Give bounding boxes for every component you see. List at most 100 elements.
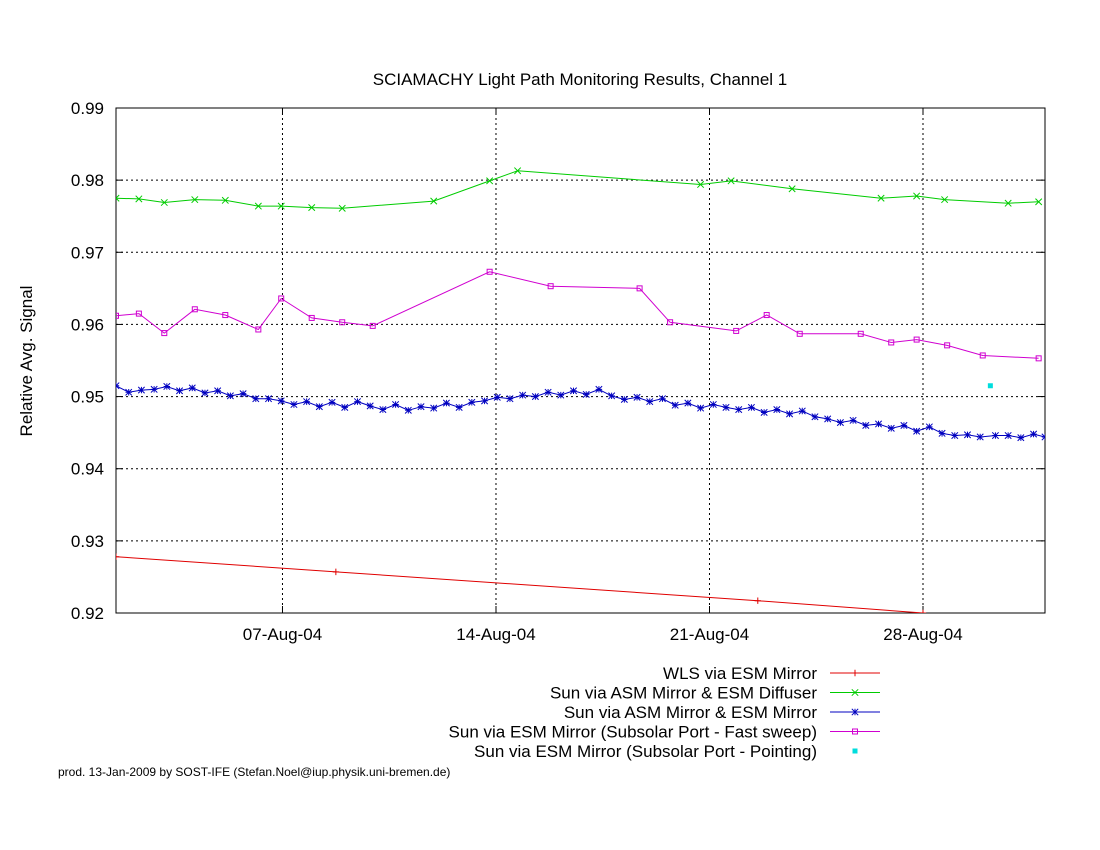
data-point [308, 314, 315, 321]
data-point [1035, 355, 1042, 362]
data-point [760, 408, 768, 416]
data-point [925, 423, 933, 431]
y-tick-label: 0.96 [71, 315, 104, 334]
data-point [796, 330, 803, 337]
data-point [951, 431, 959, 440]
data-point [544, 388, 552, 396]
series-line [116, 556, 924, 613]
data-point [116, 312, 119, 319]
data-point [519, 391, 527, 399]
data-point [264, 395, 273, 403]
data-point [137, 386, 145, 394]
data-point [569, 387, 578, 395]
data-point [919, 609, 927, 613]
data-point [636, 285, 643, 292]
data-point [191, 306, 198, 313]
data-point [849, 416, 857, 424]
y-tick-label: 0.98 [71, 171, 104, 190]
data-point [722, 403, 730, 411]
data-point [392, 400, 400, 409]
x-tick-label: 21-Aug-04 [670, 625, 749, 644]
series-wls-via-esm-mirror [116, 553, 927, 613]
data-point [773, 406, 781, 414]
data-point [1030, 430, 1038, 438]
data-point [455, 403, 463, 411]
data-point [976, 433, 984, 441]
data-point [747, 403, 755, 411]
series-line [116, 271, 1039, 359]
series-line [116, 170, 1039, 209]
data-point [852, 748, 858, 754]
data-point [404, 406, 412, 414]
data-point [430, 197, 438, 205]
plot-frame [115, 107, 1046, 614]
data-point [277, 202, 285, 210]
y-tick-label: 0.94 [71, 460, 104, 479]
legend-label: Sun via ESM Mirror (Subsolar Port - Fast… [449, 723, 817, 742]
data-point [486, 268, 493, 275]
series-group [116, 167, 1045, 613]
data-point [255, 326, 262, 333]
data-point [290, 400, 298, 409]
data-point [646, 398, 654, 406]
data-point [798, 407, 806, 415]
data-point [963, 431, 972, 439]
data-point [874, 420, 883, 428]
data-point [175, 387, 184, 395]
data-point [239, 390, 247, 398]
data-point [913, 336, 920, 343]
data-point [671, 401, 679, 409]
data-point [125, 388, 133, 396]
data-point [763, 312, 770, 319]
data-point [493, 393, 501, 401]
data-point [303, 398, 311, 406]
data-point [582, 390, 590, 398]
data-point [620, 395, 628, 404]
data-point [221, 196, 229, 204]
data-point [697, 180, 705, 189]
data-point [595, 385, 603, 393]
data-point [338, 204, 346, 212]
data-point [851, 669, 859, 677]
data-point [684, 399, 692, 407]
data-point [252, 395, 260, 403]
data-point [468, 398, 476, 406]
data-point [379, 406, 387, 414]
data-point [941, 196, 949, 204]
data-point [278, 295, 285, 302]
data-point [222, 312, 229, 319]
legend-label: Sun via ESM Mirror (Subsolar Port - Poin… [474, 742, 817, 761]
grid-lines [116, 108, 1045, 613]
data-point [608, 392, 616, 400]
data-point [188, 384, 196, 392]
data-point [633, 393, 641, 401]
data-point [531, 393, 539, 401]
data-point [1004, 199, 1012, 207]
data-point [161, 330, 168, 337]
data-point [163, 382, 171, 391]
series-sun-via-asm-mirror-esm-diffuser [116, 167, 1043, 212]
data-point [811, 413, 819, 421]
data-point [836, 418, 844, 427]
data-point [116, 382, 120, 390]
data-point [754, 597, 761, 604]
data-point [1004, 431, 1012, 440]
data-point [442, 399, 450, 407]
data-point [824, 415, 832, 423]
data-point [888, 339, 895, 346]
data-point [658, 395, 667, 403]
y-tick-label: 0.92 [71, 604, 104, 623]
y-tick-label: 0.99 [71, 99, 104, 118]
data-point [201, 389, 209, 397]
data-point [150, 385, 158, 393]
y-tick-label: 0.97 [71, 243, 104, 262]
data-point [254, 202, 262, 210]
footer-credit: prod. 13-Jan-2009 by SOST-IFE (Stefan.No… [58, 765, 450, 779]
data-point [366, 402, 374, 410]
data-point [486, 177, 494, 185]
data-point [328, 398, 336, 406]
data-point [727, 177, 735, 185]
data-point [514, 167, 522, 175]
data-point [160, 198, 168, 207]
